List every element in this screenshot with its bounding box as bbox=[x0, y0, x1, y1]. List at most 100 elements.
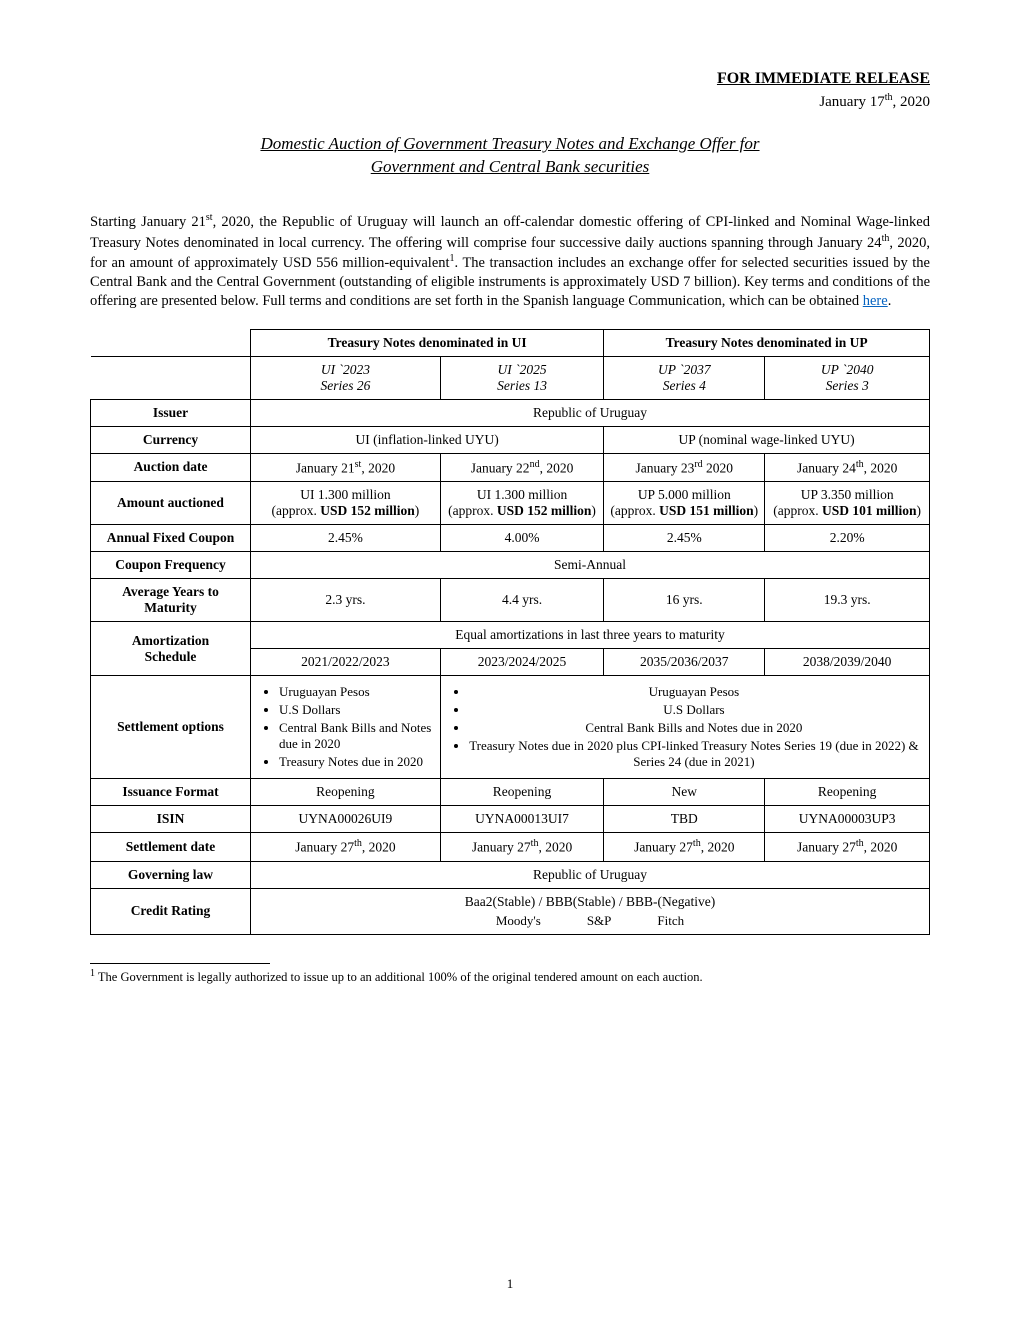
mat-l2: Maturity bbox=[144, 600, 196, 615]
amort-l2: Schedule bbox=[145, 649, 197, 664]
ad-y: , 2020 bbox=[361, 460, 395, 475]
maturity-cell: 19.3 yrs. bbox=[765, 579, 930, 622]
settle-opts-list-rest: Uruguayan Pesos U.S Dollars Central Bank… bbox=[451, 682, 919, 772]
sd-y: , 2020 bbox=[362, 840, 396, 855]
row-isin-label: ISIN bbox=[91, 806, 251, 833]
series-cell: UP `2040Series 3 bbox=[765, 356, 930, 399]
p-part2: , 2020, the Republic of Uruguay will lau… bbox=[90, 214, 930, 251]
amt-l2b: USD 151 million bbox=[659, 503, 754, 518]
auction-date-cell: January 23rd 2020 bbox=[604, 453, 765, 482]
amount-cell: UI 1.300 million(approx. USD 152 million… bbox=[440, 482, 603, 525]
auction-date-cell: January 21st, 2020 bbox=[251, 453, 441, 482]
row-settle-date-label: Settlement date bbox=[91, 833, 251, 862]
amt-l1: UI 1.300 million bbox=[300, 487, 390, 502]
sd-s: th bbox=[354, 838, 362, 849]
series-label: UP `2040 bbox=[821, 362, 874, 377]
currency-ui: UI (inflation-linked UYU) bbox=[251, 426, 604, 453]
maturity-cell: 16 yrs. bbox=[604, 579, 765, 622]
ad-t: January 21 bbox=[296, 460, 355, 475]
settle-date-cell: January 27th, 2020 bbox=[765, 833, 930, 862]
settle-opts-list: Uruguayan Pesos U.S Dollars Central Bank… bbox=[259, 684, 436, 770]
ad-y: 2020 bbox=[703, 460, 733, 475]
amort-cell: 2038/2039/2040 bbox=[765, 649, 930, 676]
settle-date-cell: January 27th, 2020 bbox=[604, 833, 765, 862]
agency-fitch: Fitch bbox=[657, 913, 684, 929]
amt-l1: UP 3.350 million bbox=[801, 487, 894, 502]
series-cell: UI `2025Series 13 bbox=[440, 356, 603, 399]
settle-item: U.S Dollars bbox=[279, 702, 436, 718]
row-coupon-label: Annual Fixed Coupon bbox=[91, 525, 251, 552]
sd-s: th bbox=[693, 838, 701, 849]
coupon-cell: 4.00% bbox=[440, 525, 603, 552]
credit-value: Baa2(Stable) / BBB(Stable) / BBB-(Negati… bbox=[257, 894, 923, 910]
sd-y: , 2020 bbox=[864, 840, 898, 855]
credit-cell: Baa2(Stable) / BBB(Stable) / BBB-(Negati… bbox=[251, 888, 930, 934]
series-cell: UP `2037Series 4 bbox=[604, 356, 765, 399]
row-amount-label: Amount auctioned bbox=[91, 482, 251, 525]
series-sub: Series 4 bbox=[663, 378, 706, 393]
sd-y: , 2020 bbox=[538, 840, 572, 855]
rating-agencies: Moody's S&P Fitch bbox=[257, 913, 923, 929]
ad-t: January 22 bbox=[471, 460, 530, 475]
amt-l1: UI 1.300 million bbox=[477, 487, 567, 502]
issuance-cell: Reopening bbox=[765, 779, 930, 806]
row-govlaw-label: Governing law bbox=[91, 861, 251, 888]
terms-table: Treasury Notes denominated in UI Treasur… bbox=[90, 329, 930, 935]
row-currency-label: Currency bbox=[91, 426, 251, 453]
series-cell: UI `2023Series 26 bbox=[251, 356, 441, 399]
row-settlement-opts-label: Settlement options bbox=[91, 676, 251, 779]
sd-t: January 27 bbox=[634, 840, 693, 855]
series-label: UP `2037 bbox=[658, 362, 711, 377]
isin-cell: TBD bbox=[604, 806, 765, 833]
row-issuer-value: Republic of Uruguay bbox=[251, 399, 930, 426]
blank-series bbox=[91, 356, 251, 399]
amount-cell: UI 1.300 million(approx. USD 152 million… bbox=[251, 482, 441, 525]
amort-l1: Amortization bbox=[132, 633, 209, 648]
issuance-cell: New bbox=[604, 779, 765, 806]
group-header-up: Treasury Notes denominated in UP bbox=[604, 329, 930, 356]
ad-t: January 23 bbox=[635, 460, 694, 475]
release-date: January 17th, 2020 bbox=[90, 92, 930, 111]
amt-l2c: ) bbox=[917, 503, 922, 518]
amort-cell: 2023/2024/2025 bbox=[440, 649, 603, 676]
intro-paragraph: Starting January 21st, 2020, the Republi… bbox=[90, 211, 930, 311]
amt-l2c: ) bbox=[591, 503, 596, 518]
release-date-year: , 2020 bbox=[893, 94, 931, 110]
amort-cell: 2021/2022/2023 bbox=[251, 649, 441, 676]
coupon-freq-value: Semi-Annual bbox=[251, 552, 930, 579]
release-banner: FOR IMMEDIATE RELEASE bbox=[90, 70, 930, 88]
amort-top: Equal amortizations in last three years … bbox=[251, 622, 930, 649]
isin-cell: UYNA00013UI7 bbox=[440, 806, 603, 833]
row-issuer-label: Issuer bbox=[91, 399, 251, 426]
isin-cell: UYNA00026UI9 bbox=[251, 806, 441, 833]
document-title: Domestic Auction of Government Treasury … bbox=[90, 133, 930, 179]
title-line-2: Government and Central Bank securities bbox=[371, 157, 650, 176]
amount-cell: UP 3.350 million(approx. USD 101 million… bbox=[765, 482, 930, 525]
amt-l2c: ) bbox=[415, 503, 420, 518]
series-sub: Series 13 bbox=[497, 378, 547, 393]
row-coupon-freq-label: Coupon Frequency bbox=[91, 552, 251, 579]
series-sub: Series 26 bbox=[320, 378, 370, 393]
issuance-cell: Reopening bbox=[251, 779, 441, 806]
ad-y: , 2020 bbox=[540, 460, 574, 475]
sd-t: January 27 bbox=[295, 840, 354, 855]
here-link[interactable]: here bbox=[863, 293, 888, 309]
auction-date-cell: January 24th, 2020 bbox=[765, 453, 930, 482]
row-credit-label: Credit Rating bbox=[91, 888, 251, 934]
maturity-cell: 4.4 yrs. bbox=[440, 579, 603, 622]
settle-opts-rest: Uruguayan Pesos U.S Dollars Central Bank… bbox=[440, 676, 929, 779]
agency-moodys: Moody's bbox=[496, 913, 541, 929]
ad-y: , 2020 bbox=[864, 460, 898, 475]
date-ordinal: th bbox=[885, 92, 893, 103]
amt-l2c: ) bbox=[754, 503, 759, 518]
amt-l2a: (approx. bbox=[448, 503, 497, 518]
footnote-1: 1 The Government is legally authorized t… bbox=[90, 968, 930, 985]
settle-item: Central Bank Bills and Notes due in 2020 bbox=[279, 720, 436, 752]
settle-item: Uruguayan Pesos bbox=[469, 684, 919, 700]
amt-l2a: (approx. bbox=[272, 503, 321, 518]
agency-sp: S&P bbox=[587, 913, 612, 929]
ad-t: January 24 bbox=[797, 460, 856, 475]
series-label: UI `2023 bbox=[321, 362, 370, 377]
coupon-cell: 2.45% bbox=[604, 525, 765, 552]
amt-l2a: (approx. bbox=[610, 503, 659, 518]
